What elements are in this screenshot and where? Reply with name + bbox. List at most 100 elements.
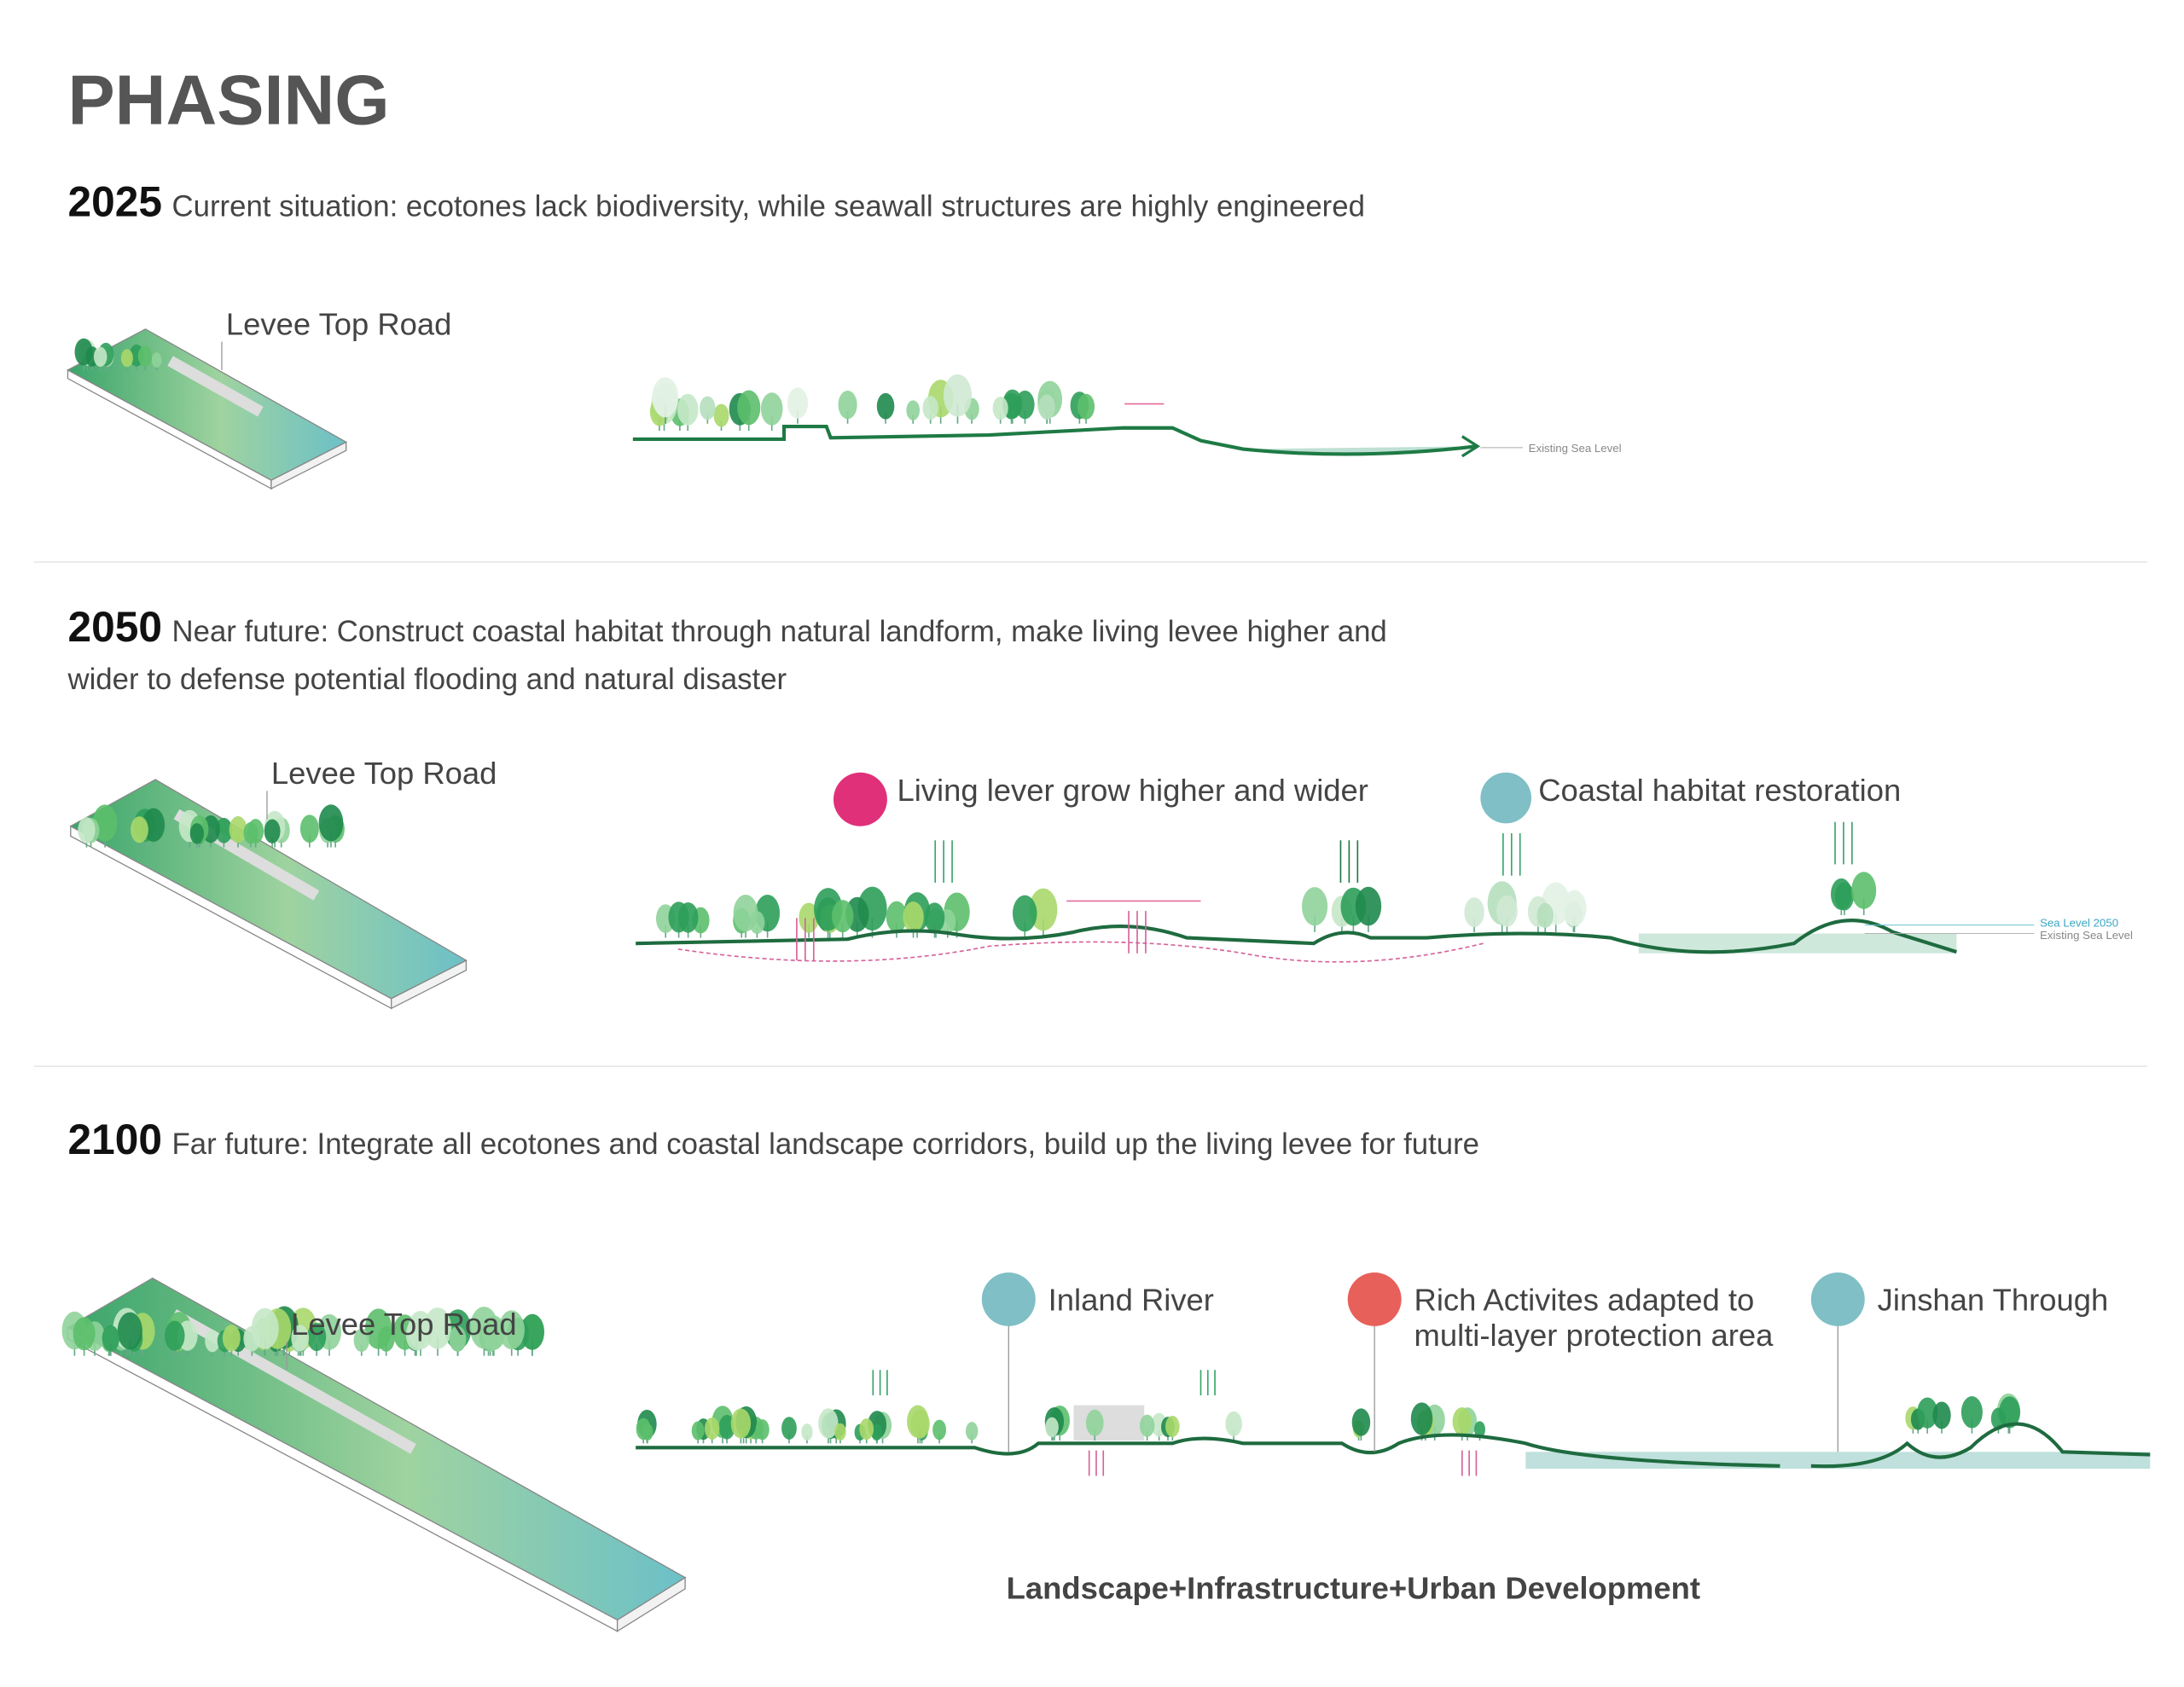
block-top [67,1277,687,1621]
tree [498,1310,525,1350]
tree [906,400,921,420]
tree [859,1418,874,1441]
tree [1960,1396,1983,1429]
tree [755,1419,770,1441]
tree [700,396,716,420]
tree [704,1417,720,1441]
tree [787,387,809,419]
tree [903,901,924,933]
annotation-label: Living lever grow higher and wider [897,773,1368,808]
tree [1085,1409,1104,1436]
arrow-head [1461,435,1481,458]
tree [307,1322,327,1352]
ground-line [636,919,1958,954]
ground-line [632,425,1477,456]
description: Near future: Construct coastal habitat t… [172,616,1387,648]
year: 2050 [67,603,161,651]
tree [222,1325,241,1352]
tree [1225,1411,1242,1437]
tree [1932,1401,1951,1429]
tree [1077,393,1095,420]
tree [102,1325,120,1352]
tree [1851,872,1877,909]
tree [1452,1407,1472,1436]
icon [1480,772,1531,824]
tree [243,821,258,844]
water [1638,933,1957,954]
sea-level-label: Existing Sea Level [1529,442,1622,455]
tree [932,1419,947,1441]
tree [876,392,895,420]
tree [120,349,133,368]
levee-label: Levee Top Road [226,306,451,341]
tree [469,1307,498,1349]
tree [1355,886,1382,926]
tree [1496,895,1518,927]
tree [910,1409,930,1439]
tree [377,1326,395,1352]
tree [818,1408,839,1439]
tree [832,900,854,933]
annotation-label: multi-layer protection area [1414,1318,1774,1353]
sea-level-label: Sea Level 2050 [2040,916,2118,929]
tree [189,823,204,844]
tree [1012,895,1037,932]
tree [1301,887,1328,926]
description: Current situation: ecotones lack biodive… [172,190,1365,223]
tree [677,901,699,933]
tree [229,815,247,844]
icon [1810,1272,1865,1326]
tree [886,901,908,933]
block-top [67,328,348,481]
tree [1562,890,1587,926]
tree [137,345,153,367]
title: PHASING [67,61,389,140]
sea-level-label: Existing Sea Level [2040,929,2133,942]
tree [760,392,783,426]
tree [1029,888,1058,931]
tree [924,902,945,933]
tree [1045,1417,1059,1438]
phase-heading: 2025 Current situation: ecotones lack bio… [67,177,1364,225]
tree [781,1417,797,1440]
tree [838,390,857,420]
tree [405,1319,427,1351]
footer: Landscape+Infrastructure+Urban Developme… [1007,1571,1700,1606]
tree [749,911,765,935]
icon [833,772,887,826]
tree [165,1320,185,1351]
tree [353,1328,369,1353]
description: Far future: Integrate all ecotones and c… [172,1128,1479,1161]
tree [691,1421,705,1441]
ground-line [636,1422,2151,1469]
block-side [67,1326,619,1632]
tree [713,403,729,427]
tree [251,1307,279,1349]
tree [78,817,96,844]
tree [131,816,148,844]
tree [1038,394,1055,420]
tree [291,1325,310,1352]
tree [449,1325,467,1352]
tree [73,1317,96,1351]
tree [922,396,938,420]
tree [1834,882,1854,911]
tree [264,819,281,844]
phase-heading: 2100 Far future: Integrate all ecotones a… [67,1116,1479,1163]
tree [1464,897,1484,928]
tree [871,1423,883,1441]
tree [1474,1421,1486,1438]
tree [943,374,973,417]
tree [215,817,233,844]
tree [677,393,699,426]
annotation-label: Rich Activites adapted to [1414,1283,1755,1318]
phase-heading: 2050 Near future: Construct coastal habit… [67,603,1386,651]
tree [730,1408,752,1439]
tree [299,815,319,844]
block-top [69,779,468,1000]
tree [1015,390,1035,420]
illustrations [61,328,2151,1632]
annotation-label: Inland River [1048,1283,1214,1318]
description: wider to defense potential flooding and … [67,664,787,696]
